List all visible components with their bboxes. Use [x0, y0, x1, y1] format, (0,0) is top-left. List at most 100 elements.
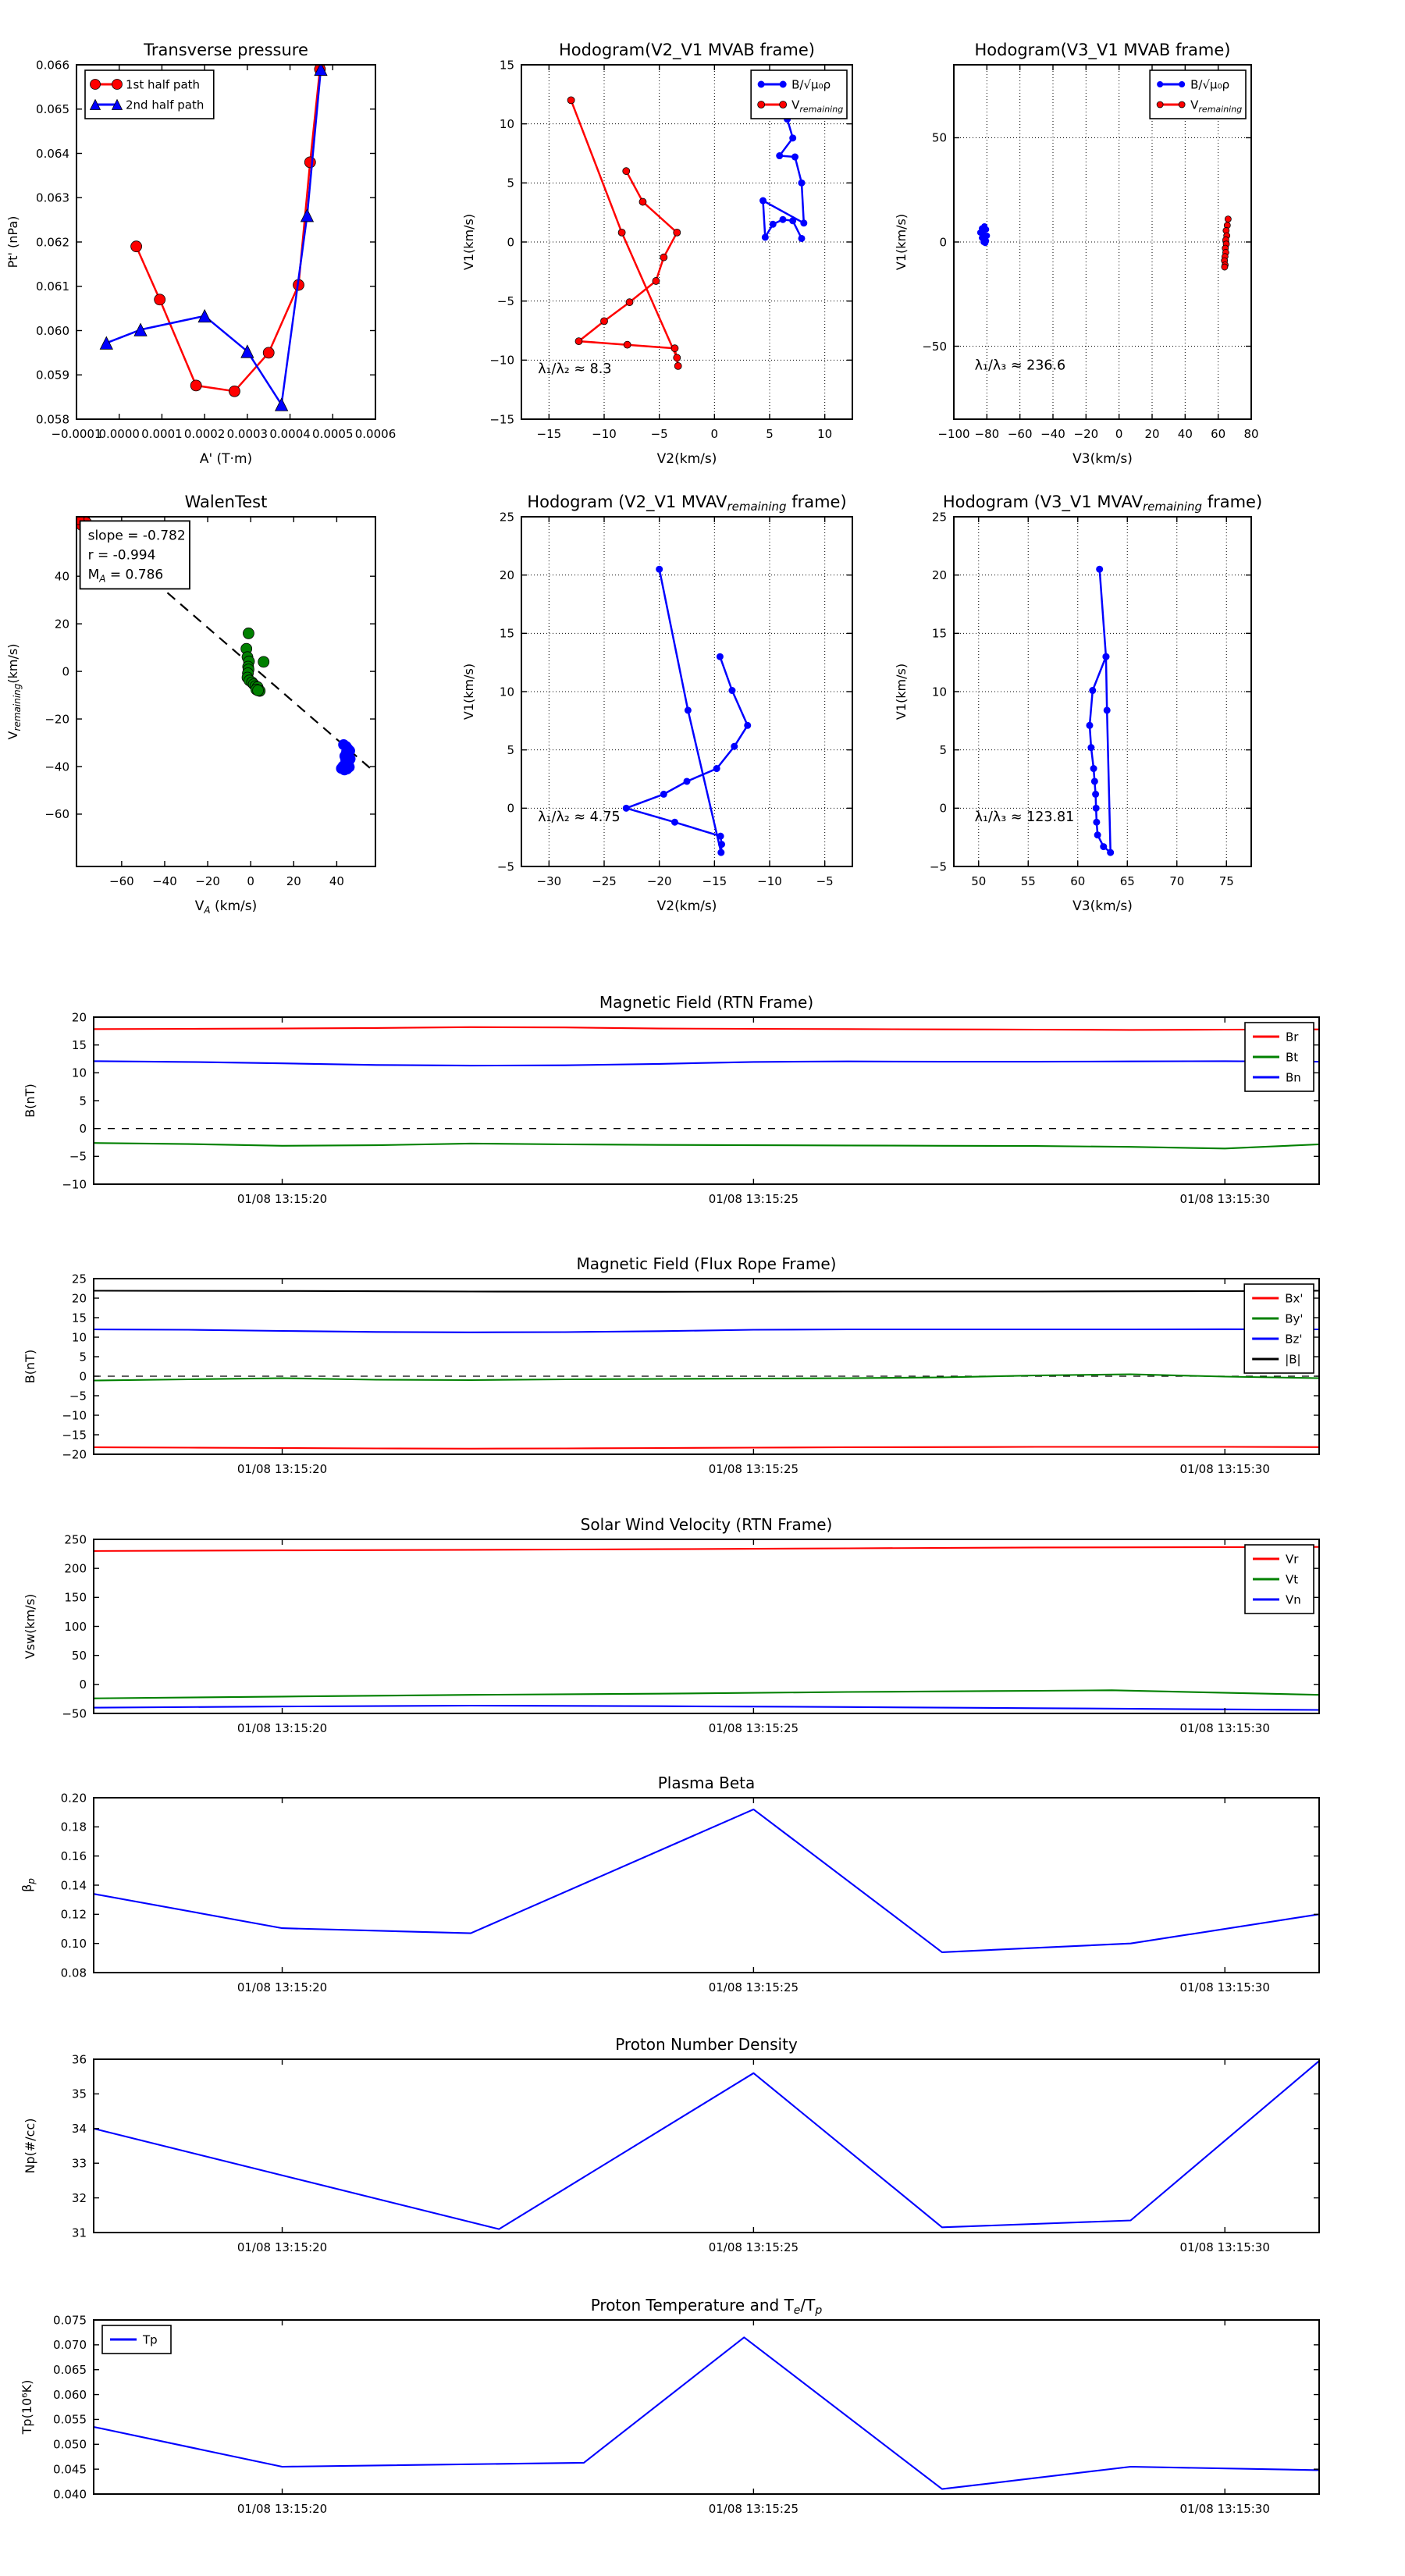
series-br	[94, 1026, 1319, 1031]
y-tick-label: 33	[72, 2156, 87, 2170]
y-axis-label: Vremaining(km/s)	[5, 644, 23, 740]
chart-magnetic-field-flux-rope: 01/08 13:15:20 01/08 13:15:25 01/08 13:15:…	[23, 1254, 1320, 1476]
y-tick-label: −50	[62, 1706, 87, 1720]
y-axis-label: Tp(10⁶K)	[20, 2380, 34, 2435]
legend: 1st half path 2nd half path	[84, 69, 215, 119]
y-tick-label: 0	[79, 1122, 87, 1136]
chart-hodogram-v2v1-mvab: −15 −10 −5 0 5 10 −15 −10 −5 0 5 10 15 Hodogram(V2_V1…	[461, 41, 853, 467]
y-axis-label: V1(km/s)	[461, 214, 476, 270]
y-tick-label: 10	[72, 1066, 87, 1080]
y-tick-label: 5	[939, 743, 947, 757]
series-v	[622, 565, 752, 856]
axes-frame	[76, 516, 376, 867]
series-tp	[94, 2336, 1319, 2490]
x-tick-label: 01/08 13:15:25	[709, 1721, 799, 1735]
axis-ticks	[521, 516, 852, 867]
y-tick-label: 0	[79, 1678, 87, 1692]
x-axis-label: V2(km/s)	[657, 898, 717, 914]
y-tick-label: −15	[62, 1428, 87, 1442]
y-tick-label: 25	[500, 510, 514, 524]
x-tick-label: −20	[1074, 427, 1099, 441]
y-tick-label: −10	[62, 1177, 87, 1191]
legend: Bx' By' Bz' |B|	[1243, 1283, 1314, 1374]
x-tick-label: 50	[971, 874, 986, 888]
chart-plasma-beta: 01/08 13:15:20 01/08 13:15:25 01/08 13:15:…	[20, 1774, 1320, 1994]
x-tick-label: 0	[711, 427, 719, 441]
x-tick-label: 01/08 13:15:25	[709, 2240, 799, 2254]
y-tick-label: 20	[72, 1010, 87, 1024]
chart-title: Hodogram (V3_V1 MVAVremaining frame)	[943, 493, 1262, 514]
legend-label: |B|	[1285, 1352, 1300, 1366]
y-tick-label: 0.20	[61, 1791, 87, 1805]
y-tick-label: 25	[72, 1272, 87, 1286]
x-tick-label: −60	[1008, 427, 1033, 441]
y-tick-label: 0.064	[36, 147, 69, 161]
series-v	[1086, 565, 1115, 856]
series-bn	[94, 1060, 1319, 1067]
x-tick-label: 0.0002	[184, 427, 226, 441]
y-tick-label: 5	[507, 743, 514, 757]
x-tick-label: −5	[816, 874, 834, 888]
x-tick-label: 0.0000	[98, 427, 140, 441]
x-tick-label: 60	[1211, 427, 1225, 441]
legend-label: 2nd half path	[126, 98, 204, 112]
x-tick-label: −10	[592, 427, 617, 441]
series-b-	[759, 116, 808, 242]
x-tick-label: 65	[1120, 874, 1135, 888]
legend: B/√μ₀ρ Vremaining	[750, 69, 848, 119]
annotation: λ₁/λ₃ ≈ 123.81	[975, 809, 1075, 825]
axes-frame	[93, 1016, 1320, 1185]
x-tick-label: 0.0005	[312, 427, 354, 441]
y-tick-label: 5	[79, 1094, 87, 1108]
y-tick-label: 10	[500, 685, 514, 699]
annotation: slope = -0.782 r = -0.994 MA = 0.786	[79, 520, 190, 590]
y-axis-label: Np(#/cc)	[23, 2119, 37, 2174]
y-tick-label: 15	[500, 58, 514, 72]
y-tick-label: 0.050	[53, 2438, 87, 2452]
legend-label: 1st half path	[126, 77, 200, 91]
x-tick-label: −15	[702, 874, 727, 888]
y-tick-label: 0.18	[61, 1820, 87, 1834]
axis-ticks	[76, 64, 376, 420]
y-tick-label: 15	[500, 627, 514, 641]
chart-title: Magnetic Field (Flux Rope Frame)	[577, 1254, 837, 1273]
x-tick-label: −25	[592, 874, 617, 888]
y-tick-label: 10	[932, 685, 947, 699]
x-tick-label: 55	[1021, 874, 1036, 888]
x-tick-label: 01/08 13:15:20	[237, 1980, 327, 1994]
y-tick-label: 200	[64, 1561, 87, 1575]
y-axis-label: V1(km/s)	[894, 214, 909, 270]
x-tick-label: 01/08 13:15:25	[709, 1980, 799, 1994]
x-tick-label: 20	[286, 874, 301, 888]
series-mid-cluster	[240, 627, 270, 697]
x-tick-label: 01/08 13:15:20	[237, 1192, 327, 1206]
x-tick-label: −30	[537, 874, 562, 888]
y-tick-label: 0.065	[53, 2363, 87, 2377]
x-tick-label: 0	[247, 874, 254, 888]
series-b-	[976, 222, 991, 247]
x-tick-label: −15	[537, 427, 562, 441]
annotation-text: λ₁/λ₃ ≈ 123.81	[975, 809, 1075, 825]
axes-frame	[93, 2058, 1320, 2233]
y-tick-label: 34	[72, 2122, 87, 2136]
y-tick-label: −50	[922, 340, 947, 354]
y-tick-label: 20	[932, 568, 947, 582]
y-axis-label: Pt' (nPa)	[5, 216, 20, 269]
legend-label: Vremaining	[1190, 98, 1242, 114]
chart-title: WalenTest	[185, 493, 268, 511]
y-tick-label: −20	[44, 712, 69, 726]
legend: Vr Vt Vn	[1244, 1544, 1314, 1614]
series-bx-	[94, 1446, 1319, 1450]
x-tick-label: 01/08 13:15:30	[1180, 1721, 1270, 1735]
y-tick-label: 0.065	[36, 102, 69, 116]
x-tick-label: 60	[1070, 874, 1085, 888]
x-tick-label: −60	[109, 874, 134, 888]
x-tick-label: 70	[1169, 874, 1184, 888]
y-tick-label: 0.063	[36, 191, 69, 205]
y-tick-label: 0.08	[61, 1966, 87, 1980]
y-tick-label: 25	[932, 510, 947, 524]
axes-frame	[93, 1278, 1320, 1455]
y-tick-label: 36	[72, 2052, 87, 2066]
